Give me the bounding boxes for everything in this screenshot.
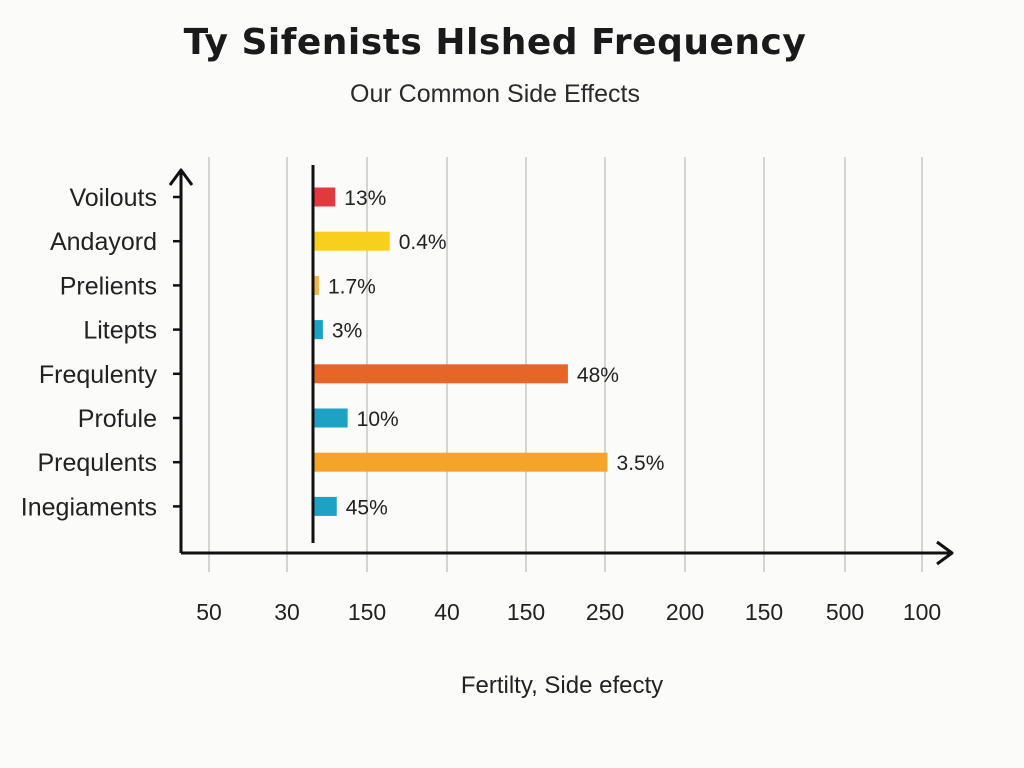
category-label: Andayord: [50, 228, 157, 256]
x-axis-title: Fertilty, Side efecty: [461, 672, 663, 699]
value-labels: 13% 0.4% 1.7% 3% 48% 10% 3.5% 45%: [328, 187, 664, 519]
x-tick-labels: 50 30 150 40 150 250 200 150 500 100: [196, 599, 941, 625]
axes: [168, 165, 954, 566]
x-tick-label: 500: [826, 599, 864, 625]
category-labels: Voilouts Andayord Prelients Litepts Frequlen…: [21, 184, 158, 521]
x-tick-label: 150: [745, 599, 783, 625]
bar: [313, 231, 390, 251]
bar: [313, 452, 608, 472]
bar: [313, 320, 323, 340]
x-tick-label: 250: [586, 599, 624, 625]
bar: [313, 275, 319, 295]
value-label: 48%: [577, 364, 619, 387]
x-axis-arrow: [936, 540, 954, 566]
chart-subtitle: Our Common Side Effects: [350, 80, 640, 108]
category-label: Frequlenty: [39, 361, 158, 389]
value-label: 10%: [357, 408, 399, 431]
y-axis-arrow: [168, 168, 194, 186]
x-tick-label: 200: [666, 599, 704, 625]
x-tick-label: 100: [903, 599, 941, 625]
chart-title: Ty Sifenists Hlshed Frequency: [183, 22, 807, 63]
value-label: 45%: [346, 496, 388, 519]
category-label: Litepts: [83, 317, 157, 345]
x-tick-label: 150: [348, 599, 386, 625]
category-label: Profule: [78, 405, 157, 433]
x-tick-label: 150: [507, 599, 545, 625]
x-tick-label: 30: [274, 599, 300, 625]
bar: [313, 187, 336, 207]
category-label: Voilouts: [69, 184, 157, 212]
x-tick-label: 50: [196, 599, 222, 625]
bars: [313, 187, 608, 516]
value-label: 13%: [344, 187, 386, 210]
bar: [313, 408, 348, 428]
category-label: Prequlents: [37, 449, 157, 477]
value-label: 3%: [332, 320, 362, 343]
x-tick-label: 40: [434, 599, 460, 625]
category-label: Prelients: [60, 272, 157, 300]
category-label: Inegiaments: [21, 493, 157, 521]
bar: [313, 364, 568, 384]
value-label: 3.5%: [617, 452, 665, 475]
bar: [313, 496, 337, 516]
value-label: 1.7%: [328, 275, 376, 298]
value-label: 0.4%: [399, 231, 447, 254]
